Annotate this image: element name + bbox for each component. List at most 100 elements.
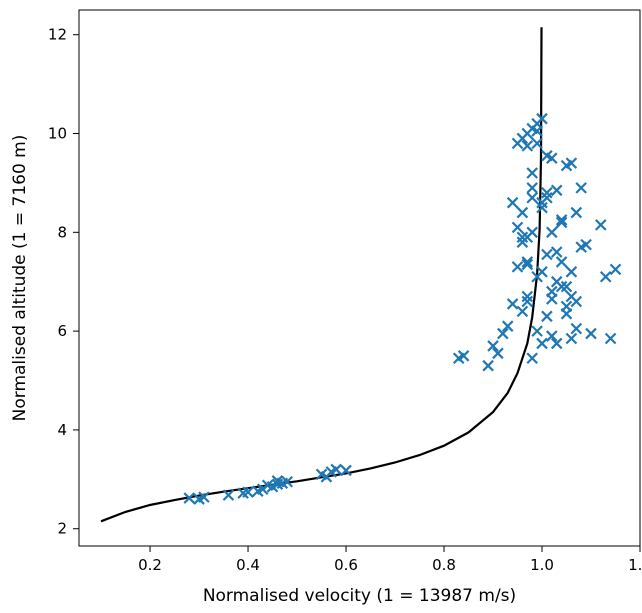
marker-stroke (536, 201, 548, 214)
data-point-marker (541, 248, 553, 261)
y-tick-label: 12 (48, 26, 67, 44)
marker-stroke (516, 206, 529, 219)
marker-stroke (546, 226, 558, 239)
marker-stroke (457, 350, 470, 362)
marker-stroke (555, 214, 568, 226)
marker-stroke (541, 310, 553, 323)
marker-stroke (565, 266, 578, 278)
data-point-marker (536, 201, 548, 214)
marker-stroke (541, 248, 553, 261)
marker-stroke (536, 112, 548, 125)
data-point-marker (536, 112, 548, 125)
data-point-marker (541, 187, 553, 199)
x-tick-label: 0.6 (334, 556, 358, 574)
marker-stroke (570, 322, 583, 335)
marker-stroke (560, 300, 573, 313)
data-point-marker (516, 231, 529, 244)
data-point-marker (541, 310, 553, 323)
marker-stroke (340, 464, 352, 477)
y-tick-label: 4 (57, 421, 67, 439)
marker-stroke (506, 196, 519, 209)
data-point-marker (320, 471, 333, 483)
data-point-marker (565, 332, 578, 345)
data-point-marker (457, 350, 470, 362)
marker-stroke (198, 491, 210, 503)
marker-stroke (541, 187, 553, 199)
data-point-marker (526, 226, 538, 239)
data-point-marker (531, 125, 543, 137)
data-point-marker (271, 475, 284, 487)
marker-stroke (492, 347, 504, 360)
marker-stroke (546, 293, 558, 305)
y-tick-label: 6 (57, 322, 67, 340)
marker-stroke (521, 140, 534, 152)
marker-stroke (242, 486, 254, 498)
marker-stroke (526, 191, 538, 204)
marker-stroke (531, 325, 543, 337)
marker-stroke (521, 258, 534, 271)
data-point-marker (550, 246, 563, 258)
data-point-marker (506, 196, 519, 209)
data-point-marker (511, 221, 524, 234)
marker-stroke (550, 246, 563, 258)
marker-stroke (521, 295, 534, 308)
data-point-marker (521, 140, 534, 152)
data-point-marker (198, 491, 210, 503)
data-point-marker (340, 464, 352, 477)
marker-stroke (570, 295, 583, 308)
marker-stroke (222, 489, 235, 501)
data-point-marker (560, 300, 573, 313)
data-point-marker (521, 256, 534, 268)
data-point-marker (531, 270, 543, 283)
data-point-marker (482, 359, 494, 372)
y-axis-ticks: 2 4 6 8 10 12 (48, 26, 79, 538)
data-point-marker (536, 337, 548, 350)
y-axis-label: Normalised altitude (1 = 7160 m) (10, 135, 30, 422)
marker-stroke (526, 182, 538, 194)
marker-stroke (511, 261, 524, 273)
data-point-marker (550, 275, 563, 288)
marker-stroke (516, 305, 529, 318)
data-point-marker (531, 137, 543, 150)
marker-stroke (261, 479, 274, 492)
marker-stroke (526, 226, 538, 239)
plot-area (100, 27, 622, 523)
marker-stroke (550, 275, 563, 288)
data-point-marker (570, 295, 583, 308)
marker-stroke (555, 256, 568, 268)
marker-stroke (501, 320, 514, 332)
data-point-marker (595, 219, 607, 231)
marker-stroke (550, 337, 563, 350)
data-point-marker (555, 216, 568, 229)
x-tick-label: 1.0 (530, 556, 554, 574)
data-point-marker (516, 305, 529, 318)
x-tick-label: 0.2 (138, 556, 162, 574)
marker-stroke (526, 167, 538, 179)
marker-stroke (516, 231, 529, 244)
data-point-marker (546, 330, 558, 342)
data-point-marker (546, 152, 558, 164)
data-point-marker (555, 256, 568, 268)
data-point-marker (526, 167, 538, 179)
marker-stroke (281, 476, 294, 488)
marker-stroke (531, 137, 543, 150)
data-point-marker (281, 476, 294, 488)
marker-stroke (511, 221, 524, 234)
marker-stroke (536, 196, 548, 209)
marker-stroke (536, 337, 548, 350)
data-point-marker (511, 261, 524, 273)
y-tick-label: 10 (48, 125, 67, 143)
marker-stroke (320, 471, 333, 483)
y-tick-label: 8 (57, 223, 67, 241)
data-point-marker (565, 266, 578, 278)
x-tick-label: 1.2 (628, 556, 642, 574)
data-point-marker (536, 196, 548, 209)
data-point-marker (546, 226, 558, 239)
data-point-marker (521, 295, 534, 308)
marker-stroke (550, 184, 563, 197)
data-point-marker (516, 206, 529, 219)
y-tick-label: 2 (57, 520, 67, 538)
marker-stroke (546, 330, 558, 342)
